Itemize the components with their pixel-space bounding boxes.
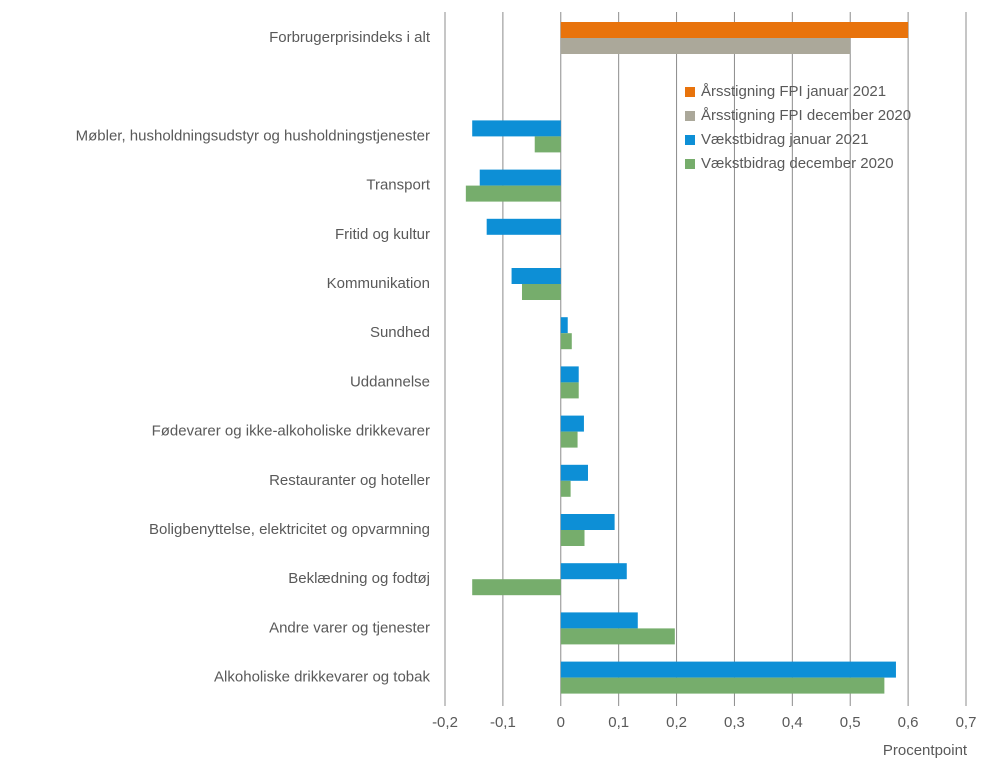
bar [560, 563, 627, 580]
bar [560, 514, 615, 530]
bar [560, 612, 638, 629]
bar [521, 284, 561, 300]
x-tick-label: 0,1 [608, 714, 629, 731]
y-tick-label: Møbler, husholdningsudstyr og husholdnin… [76, 127, 430, 144]
y-tick-label: Alkoholiske drikkevarer og tobak [214, 669, 430, 686]
y-tick-label: Andre varer og tjenester [269, 619, 430, 636]
bar [560, 333, 572, 350]
x-tick-label: 0,4 [782, 714, 803, 731]
y-tick-label: Kommunikation [327, 275, 430, 292]
bar [560, 480, 571, 497]
y-tick-label: Beklædning og fodtøj [288, 570, 430, 587]
y-tick-label: Sundhed [370, 324, 430, 341]
legend-swatch [685, 87, 695, 97]
bar [560, 628, 675, 645]
legend-swatch [685, 111, 695, 121]
legend-swatch [685, 135, 695, 145]
bar [560, 530, 585, 546]
bar [560, 677, 885, 694]
bar [479, 169, 561, 186]
legend-label: Vækstbidrag december 2020 [701, 155, 894, 172]
bar [560, 317, 568, 334]
x-tick-label: 0,2 [666, 714, 687, 731]
bar [560, 431, 578, 448]
bar [560, 38, 851, 54]
bar [472, 120, 561, 137]
x-tick-label: 0,3 [724, 714, 745, 731]
y-tick-label: Transport [366, 177, 430, 194]
x-tick-label: -0,2 [432, 714, 458, 731]
bar [534, 136, 561, 153]
bar [560, 22, 909, 38]
legend-label: Årsstigning FPI december 2020 [701, 107, 911, 124]
x-tick-label: -0,1 [490, 714, 516, 731]
bar [560, 382, 579, 399]
y-tick-label: Fritid og kultur [335, 226, 430, 243]
bar [465, 185, 561, 202]
bar [511, 268, 561, 284]
bar [560, 464, 588, 481]
y-tick-label: Uddannelse [350, 373, 430, 390]
legend-label: Vækstbidrag januar 2021 [701, 131, 869, 148]
bar [560, 661, 896, 678]
bar [472, 579, 561, 596]
bar [486, 218, 561, 235]
x-tick-label: 0,7 [956, 714, 977, 731]
y-tick-label: Fødevarer og ikke-alkoholiske drikkevare… [152, 423, 430, 440]
x-tick-label: 0,5 [840, 714, 861, 731]
bar [560, 415, 584, 432]
legend-label: Årsstigning FPI januar 2021 [701, 83, 886, 100]
y-tick-label: Forbrugerprisindeks i alt [269, 29, 431, 46]
bar [560, 366, 579, 383]
x-axis-label: Procentpoint [883, 742, 968, 759]
legend-swatch [685, 159, 695, 169]
x-tick-label: 0 [557, 714, 565, 731]
x-tick-label: 0,6 [898, 714, 919, 731]
y-tick-label: Boligbenyttelse, elektricitet og opvarmn… [149, 521, 430, 538]
y-tick-label: Restauranter og hoteller [269, 472, 430, 489]
